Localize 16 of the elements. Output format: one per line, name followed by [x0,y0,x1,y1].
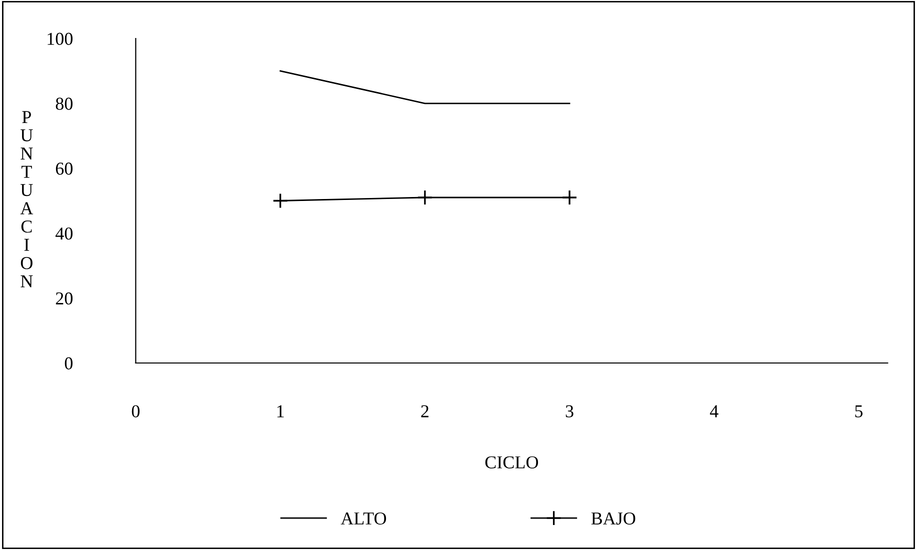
legend-label: ALTO [340,512,386,525]
y-tick-label: 40 [56,227,73,240]
x-tick-label: 2 [421,405,428,418]
y-tick-label: 100 [48,32,73,45]
text: PUNTUACION [20,111,34,288]
x-tick-label: 3 [566,405,574,418]
y-tick-label: 80 [56,98,73,110]
y-tick-label: 0 [64,357,73,370]
x-tick-label: 4 [710,405,718,418]
y-tick-label: 20 [56,292,73,305]
legend-label: BAJO [591,512,636,525]
x-tick-label: 5 [855,405,863,418]
x-tick-label: 1 [277,405,284,418]
x-axis-title: CICLO [485,456,538,468]
x-tick-label: 0 [132,405,140,418]
y-tick-label: 60 [56,162,73,175]
